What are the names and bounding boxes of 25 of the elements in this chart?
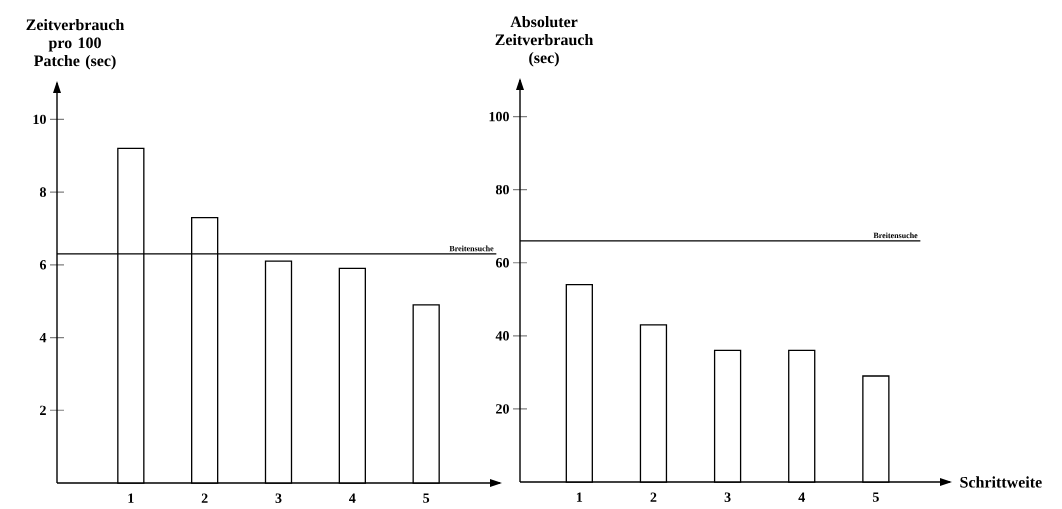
- x-axis-title: Schrittweite: [960, 476, 1042, 488]
- x-tick-label: 5: [423, 493, 430, 503]
- x-tick-label: 1: [128, 493, 134, 503]
- y-axis-title: Zeitverbrauch pro 100 Patche (sec): [26, 18, 125, 70]
- x-tick-label: 3: [724, 492, 731, 502]
- y-tick-label: 80: [495, 184, 509, 195]
- y-tick-label: 40: [495, 331, 509, 341]
- y-tick-label: 20: [496, 404, 509, 414]
- y-tick-label: 6: [39, 260, 47, 270]
- x-tick-label: 2: [201, 493, 208, 503]
- y-tick-label: 2: [40, 405, 46, 415]
- ref-line-label: Breitensuche: [873, 232, 918, 239]
- x-tick-label: 3: [275, 493, 282, 503]
- y-tick-label: 60: [495, 258, 509, 268]
- x-tick-label: 1: [576, 492, 583, 502]
- x-tick-label: 4: [349, 493, 356, 503]
- y-axis-title: Absoluter Zeitverbrauch (sec): [495, 15, 594, 67]
- x-tick-label: 2: [650, 492, 657, 502]
- y-tick-label: 4: [39, 332, 47, 343]
- y-tick-label: 100: [489, 111, 509, 122]
- y-tick-label: 10: [33, 114, 46, 125]
- x-tick-label: 5: [872, 492, 879, 502]
- y-tick-label: 8: [39, 187, 47, 197]
- ref-line-label: Breitensuche: [449, 245, 494, 252]
- x-tick-label: 4: [798, 492, 805, 502]
